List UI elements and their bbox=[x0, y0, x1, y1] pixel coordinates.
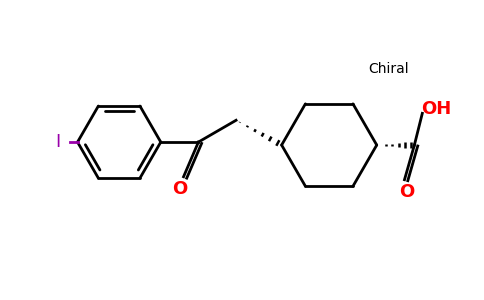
Text: O: O bbox=[172, 180, 187, 198]
Text: Chiral: Chiral bbox=[368, 62, 409, 76]
Text: O: O bbox=[399, 183, 414, 201]
Text: OH: OH bbox=[421, 100, 451, 118]
Text: I: I bbox=[56, 133, 60, 151]
